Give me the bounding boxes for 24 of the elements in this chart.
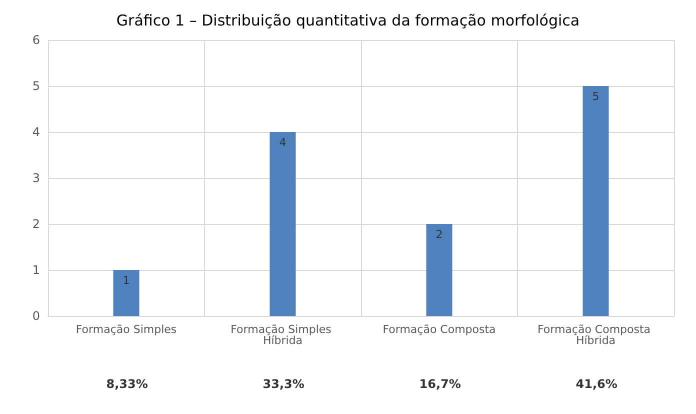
x-tick-label: Formação Composta Híbrida <box>537 323 654 347</box>
y-tick-label: 5 <box>32 79 40 93</box>
y-tick-label: 0 <box>32 309 40 323</box>
text: 33,3% <box>262 377 304 391</box>
text: 8,33% <box>106 377 148 391</box>
text: 16,7% <box>419 377 461 391</box>
y-tick-label: 1 <box>32 263 40 277</box>
data-label: 4 <box>279 136 286 149</box>
y-tick-label: 3 <box>32 171 40 185</box>
bar <box>113 270 140 316</box>
bar <box>426 224 452 316</box>
y-tick-label: 6 <box>32 33 40 47</box>
data-label: 1 <box>122 274 130 287</box>
x-tick-label: Formação Composta <box>382 323 496 336</box>
y-tick-label: 2 <box>32 217 40 231</box>
x-tick-label: Formação Simples <box>76 323 177 336</box>
data-label: 5 <box>592 90 600 103</box>
text: 41,6% <box>576 377 618 391</box>
chart-title: Gráfico 1 – Distribuição quantitativa da formação morfológica <box>116 12 580 30</box>
y-tick-label: 4 <box>32 125 40 139</box>
bar <box>270 132 296 316</box>
bar <box>582 86 609 316</box>
x-tick-label: Formação Simples Híbrida <box>230 323 335 347</box>
data-label: 2 <box>436 228 443 241</box>
